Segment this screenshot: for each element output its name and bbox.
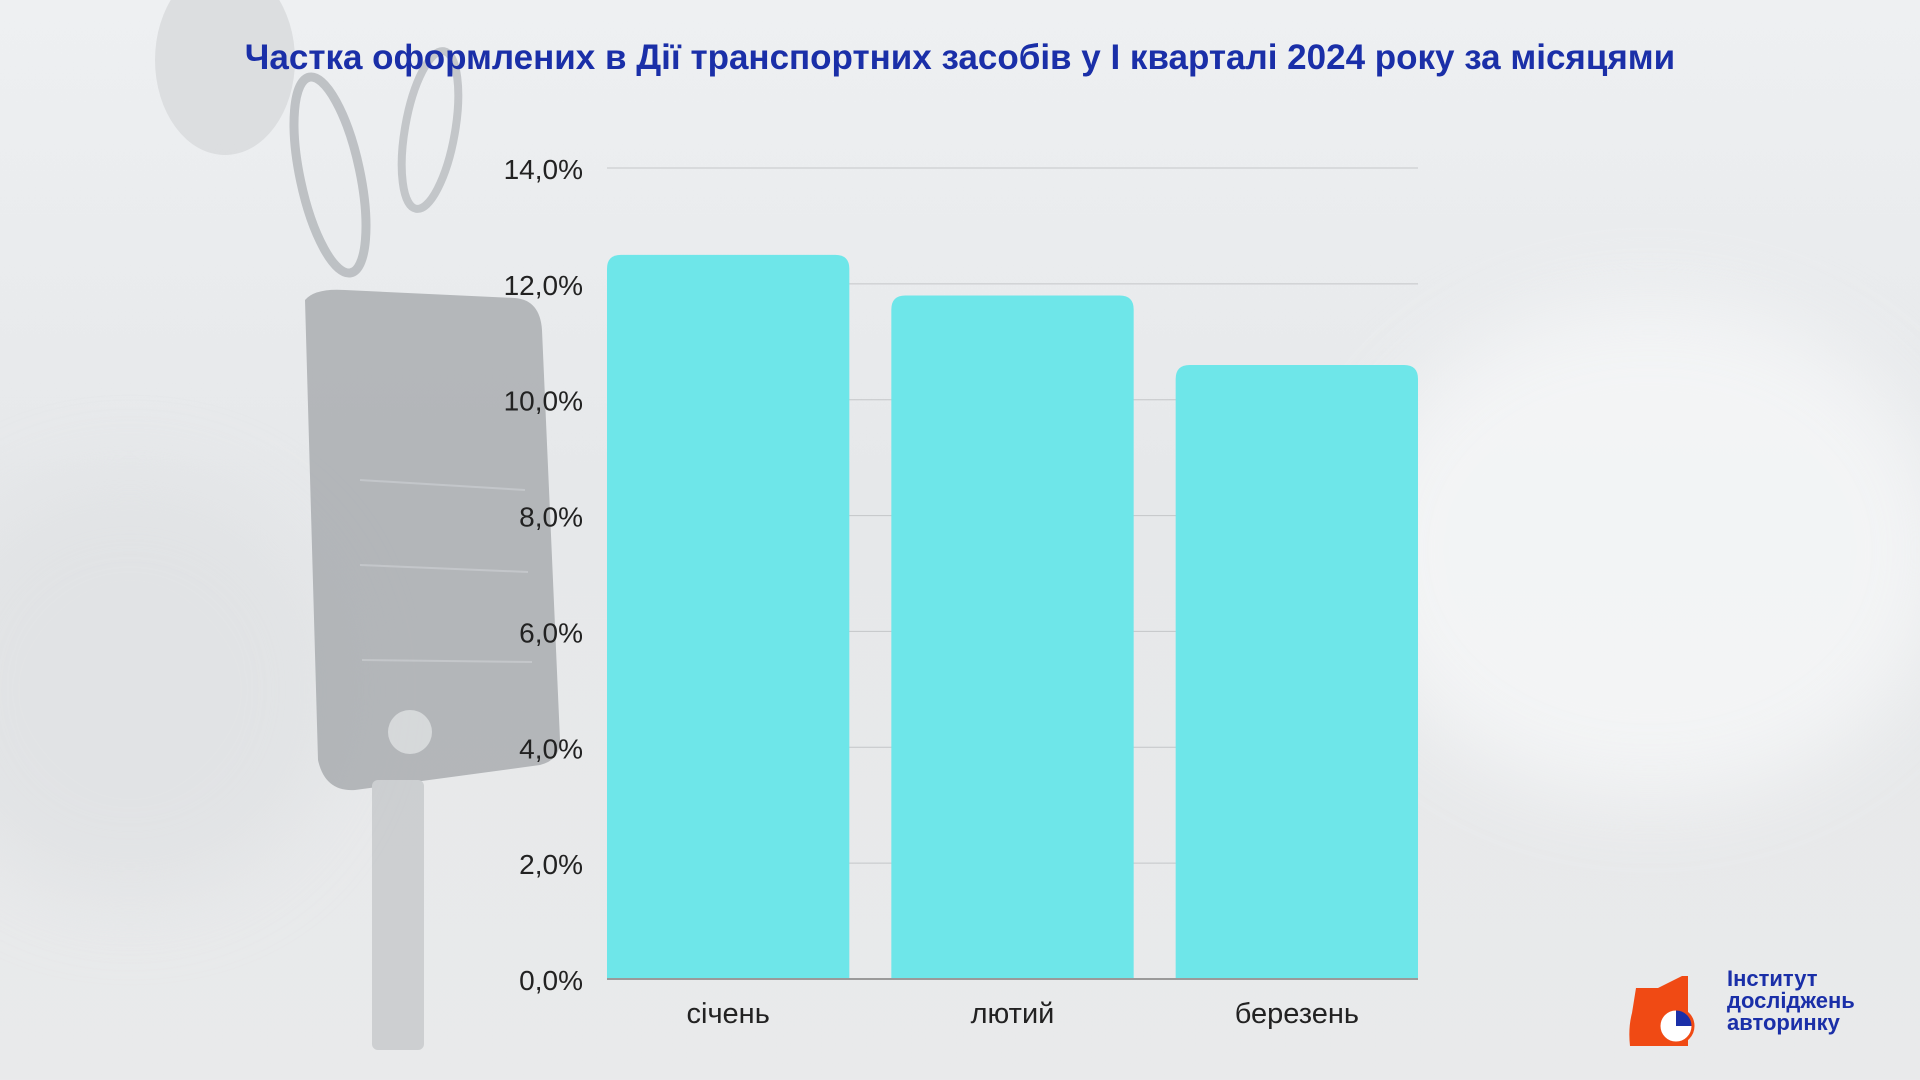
logo-line-2: досліджень [1727, 988, 1855, 1013]
background-blur [0, 480, 340, 900]
x-tick-label: лютий [971, 998, 1055, 1030]
logo-line-1: Інститут [1727, 966, 1818, 991]
bars [607, 254, 1418, 980]
x-tick-label: січень [687, 998, 770, 1030]
bar-березень [1175, 364, 1418, 979]
bar-січень [607, 254, 850, 980]
logo-line-3: авторинку [1727, 1010, 1840, 1035]
y-tick-label: 8,0% [519, 502, 583, 533]
y-tick-label: 14,0% [504, 154, 583, 185]
institute-logo [1629, 976, 1695, 1046]
chart-title: Частка оформлених в Дії транспортних зас… [244, 38, 1676, 77]
y-tick-label: 4,0% [519, 733, 583, 764]
y-tick-label: 0,0% [519, 965, 583, 996]
bar-лютий [891, 295, 1134, 979]
background-blur [1350, 300, 1920, 800]
car-key-illustration [155, 0, 560, 1050]
y-tick-label: 6,0% [519, 617, 583, 648]
x-axis-labels: січень лютий березень [687, 998, 1359, 1030]
y-tick-label: 2,0% [519, 849, 583, 880]
y-tick-label: 10,0% [504, 386, 583, 417]
logo-text: Інститут досліджень авторинку [1727, 968, 1855, 1034]
y-tick-label: 12,0% [504, 270, 583, 301]
pie-icon-slice [1676, 1009, 1693, 1026]
y-axis-labels: 0,0% 2,0% 4,0% 6,0% 8,0% 10,0% 12,0% 14,0% [504, 154, 583, 996]
x-tick-label: березень [1235, 998, 1359, 1030]
